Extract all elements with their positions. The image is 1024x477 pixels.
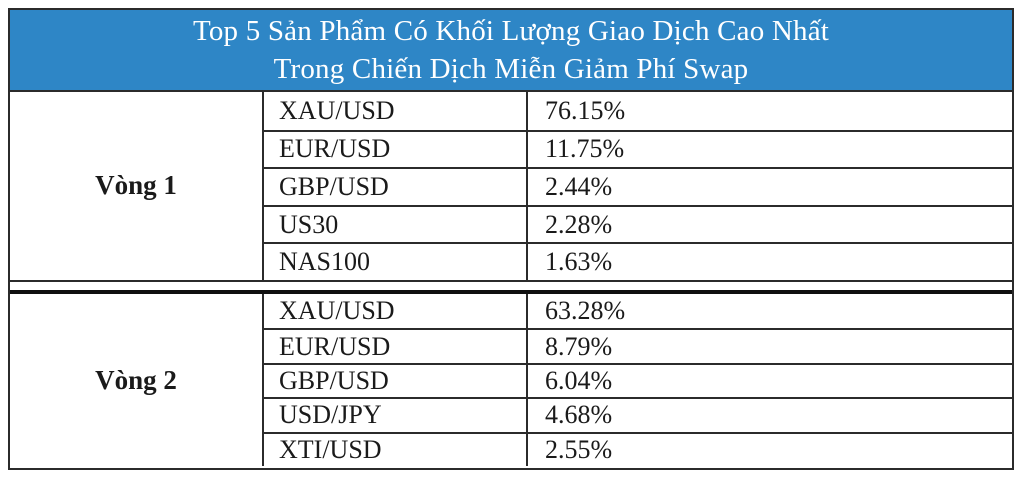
share-cell: 2.55% [528, 431, 1012, 466]
share-cell: 63.28% [545, 296, 626, 326]
section-round-1: Vòng 1 XAU/USD 76.15% EUR/USD 11.75% GBP… [10, 92, 1012, 282]
product-cell: XAU/USD [264, 294, 528, 329]
product-cell: USD/JPY [264, 397, 528, 432]
product-cell: EUR/USD [264, 328, 528, 363]
section-round-2: Vòng 2 XAU/USD 63.28% EUR/USD 8.79% GBP/… [10, 290, 1012, 466]
product-cell: GBP/USD [264, 362, 528, 398]
share-cell: 11.75% [528, 129, 1012, 168]
share-cell: 8.79% [528, 328, 1012, 362]
share-cell: 76.15% [545, 95, 626, 125]
share-cell: 1.63% [528, 242, 1012, 280]
product-cell: GBP/USD [264, 167, 528, 205]
round-label: Vòng 1 [10, 92, 264, 280]
share-cell: 2.44% [528, 167, 1012, 205]
product-cell: US30 [264, 204, 528, 243]
table-title-line-2: Trong Chiến Dịch Miễn Giảm Phí Swap [273, 53, 749, 85]
share-cell: 6.04% [528, 362, 1012, 397]
product-cell: EUR/USD [264, 129, 528, 168]
table-title-line-1: Top 5 Sản Phẩm Có Khối Lượng Giao Dịch C… [192, 15, 830, 47]
round-label: Vòng 2 [10, 294, 264, 466]
product-cell: XTI/USD [264, 431, 528, 466]
product-cell: NAS100 [264, 242, 528, 280]
table-title: Top 5 Sản Phẩm Có Khối Lượng Giao Dịch C… [10, 10, 1012, 92]
section-separator-gap [10, 282, 1012, 290]
share-cell: 4.68% [528, 397, 1012, 431]
swap-campaign-table: Top 5 Sản Phẩm Có Khối Lượng Giao Dịch C… [8, 8, 1014, 470]
share-cell: 2.28% [528, 204, 1012, 243]
product-cell: XAU/USD [264, 92, 528, 130]
